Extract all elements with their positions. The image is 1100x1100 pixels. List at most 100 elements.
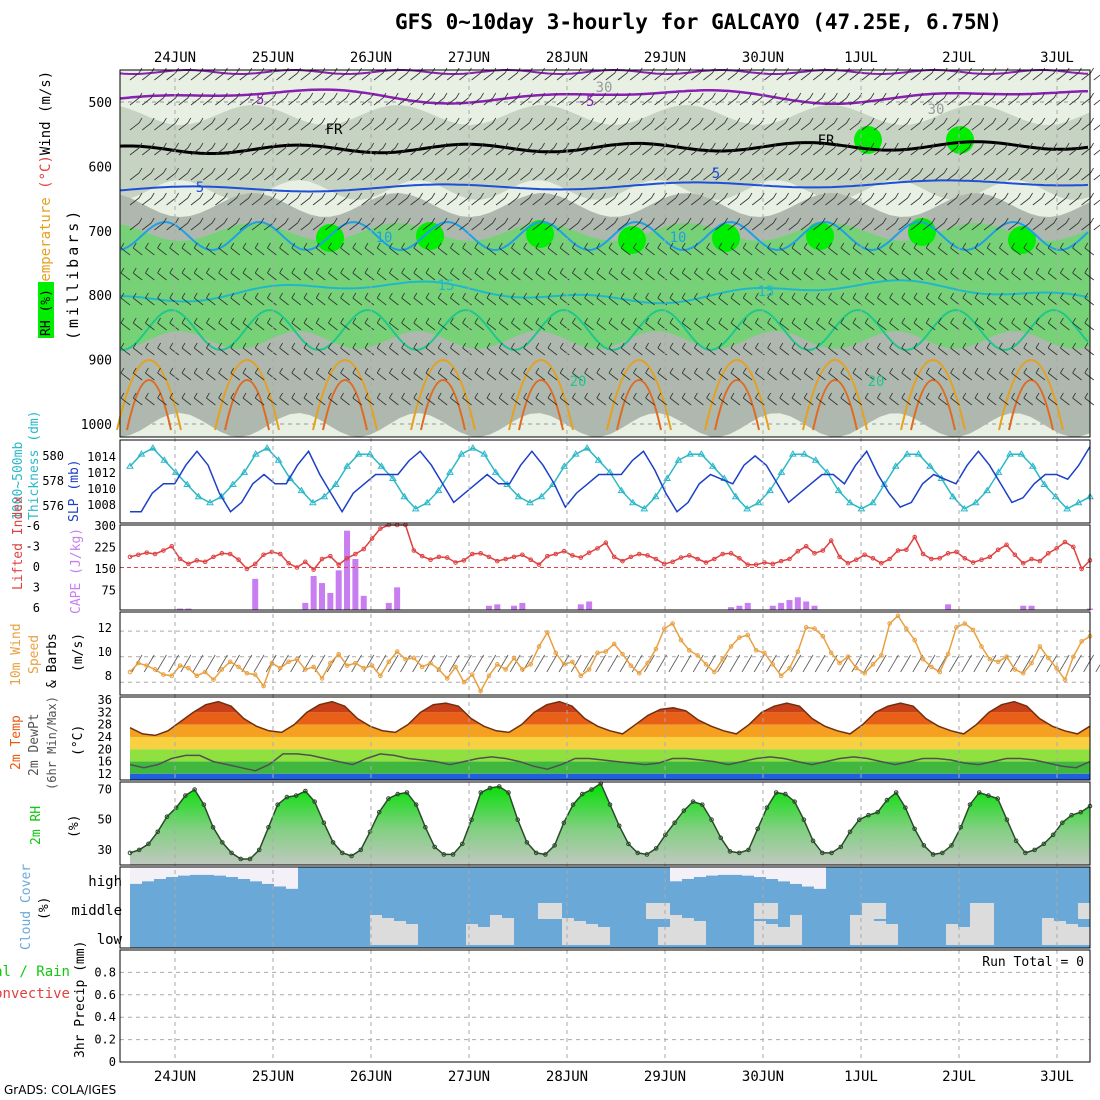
wind-barb: [495, 92, 509, 106]
wind10m-barb: [143, 654, 155, 673]
cloud-high-clear: [766, 867, 778, 880]
wind-barb: [471, 142, 484, 156]
wind10m-barb: [973, 654, 985, 673]
rh2m-point: [801, 817, 807, 823]
wind-barb: [291, 317, 302, 331]
wind-barb: [581, 192, 594, 206]
wind-barb: [718, 267, 729, 281]
wind10m-barb: [168, 654, 179, 673]
wind-barb: [755, 242, 765, 256]
wind-barb: [389, 367, 399, 381]
rh2m-point: [967, 802, 973, 807]
rh2m-point: [1004, 817, 1010, 823]
lifted-index-point: [127, 554, 133, 560]
wind-barb: [800, 167, 814, 181]
wind-barb: [572, 267, 582, 281]
wind-barb: [596, 292, 607, 306]
wind-barb: [157, 342, 167, 356]
wind-barb: [861, 117, 875, 131]
wind-barb: [898, 92, 911, 106]
rh2m-point: [441, 852, 447, 857]
wind-barb: [239, 92, 253, 106]
wind-barb: [617, 167, 631, 181]
temp-contour-30: [616, 379, 662, 431]
wind-barb: [886, 217, 899, 231]
wind-barb: [227, 92, 240, 106]
wind-barb: [520, 92, 533, 106]
wind-barb: [202, 92, 216, 106]
wind-barb: [1093, 174, 1100, 181]
wind10m-point: [394, 649, 400, 654]
wind-barb: [898, 142, 911, 156]
wind-barb: [800, 217, 814, 231]
wind-barb: [166, 192, 179, 206]
wind-barb: [520, 217, 533, 231]
wind-barb: [251, 117, 265, 131]
date-label-bottom: 3JUL: [1040, 1069, 1074, 1085]
wind10m-barb: [1071, 654, 1082, 673]
wind-barb: [986, 367, 997, 381]
wind10m-barb: [1022, 654, 1033, 673]
wind-barb: [340, 317, 350, 331]
wind10m-point: [937, 669, 943, 675]
wind-barb: [913, 342, 924, 356]
wind10m-point: [1012, 667, 1018, 672]
wind-barb: [300, 217, 314, 231]
wind-barb: [1056, 192, 1070, 206]
lifted-index-line: [129, 524, 1091, 571]
wind-barb: [816, 317, 826, 331]
cloud-high-clear: [682, 867, 694, 879]
rh2m-point: [866, 812, 871, 818]
wind-barb: [1011, 267, 1021, 281]
wind-barb: [523, 267, 533, 281]
li-label: Lifted Index: [11, 496, 26, 590]
cloud-low-cell: [502, 918, 514, 945]
wind-barb: [364, 392, 375, 406]
thickness-point: [663, 474, 672, 481]
wind-barb: [547, 367, 558, 381]
wind10m-barb: [534, 654, 545, 673]
wind10m-point: [745, 632, 751, 638]
date-label-bottom: 25JUN: [252, 1069, 294, 1085]
thickness-point: [743, 504, 752, 512]
wind-barb: [190, 217, 204, 231]
cape-bar: [327, 593, 334, 610]
wind-barb: [1035, 242, 1046, 256]
wind-barb: [559, 367, 570, 381]
thickness-label: 1000~500mb: [11, 442, 26, 520]
lifted-index-point: [319, 556, 325, 562]
wind-barb: [1008, 217, 1021, 231]
wind-barb: [193, 317, 204, 331]
cloud-high-clear: [742, 867, 754, 876]
wind10m-point: [294, 656, 300, 662]
wind-barb: [312, 92, 326, 106]
wind-barb: [666, 142, 680, 156]
wind-barb: [267, 267, 277, 281]
wind-barb: [776, 142, 789, 156]
wind-barb: [352, 267, 363, 281]
wind-barb: [678, 92, 692, 106]
upper-panel-frame: [119, 69, 1091, 438]
lifted-index-point: [1037, 558, 1043, 564]
wind10m-point: [895, 613, 901, 619]
temp2m-band: [130, 712, 1090, 725]
contour-label: FR: [326, 122, 343, 138]
wind-barb: [1032, 217, 1046, 231]
wind-barb: [703, 92, 716, 106]
contour-label: FR: [818, 133, 835, 149]
wind-barb: [873, 92, 887, 106]
wind-barb: [877, 317, 887, 331]
wind-barb: [1081, 167, 1094, 181]
cloud-high-clear: [190, 867, 202, 875]
wind-barb: [706, 242, 716, 256]
wind-barb: [242, 342, 253, 356]
wind-barb: [483, 142, 497, 156]
wind-barb: [288, 192, 301, 206]
wind-barb: [559, 317, 570, 331]
wind-barb: [849, 217, 863, 231]
thickness-point: [788, 450, 797, 457]
wind10m-point: [244, 670, 250, 676]
wind10m-point: [803, 625, 809, 630]
wind-barb: [398, 92, 411, 106]
wind-barb: [596, 317, 607, 331]
